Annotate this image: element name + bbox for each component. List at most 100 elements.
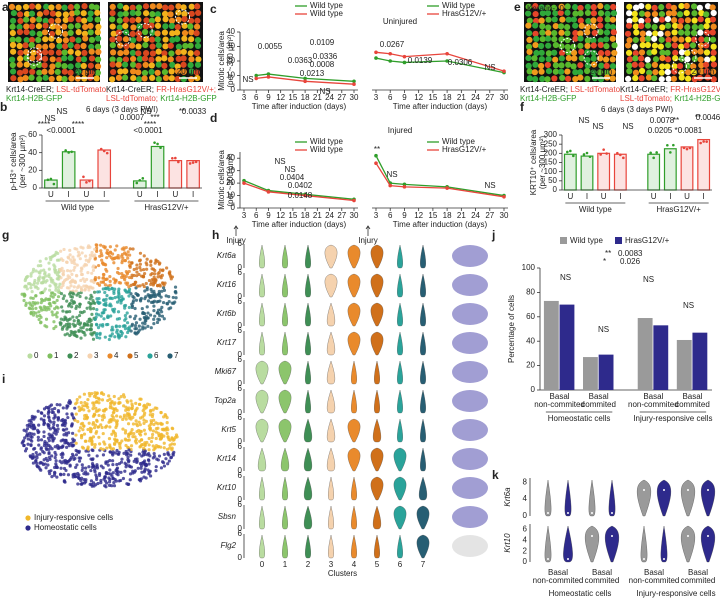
cell-point bbox=[129, 399, 133, 403]
x-tick-label: 18 bbox=[301, 93, 310, 102]
point bbox=[352, 79, 356, 84]
cell bbox=[55, 37, 63, 44]
x-tick-label: 21 bbox=[313, 211, 322, 220]
cell-point bbox=[89, 302, 93, 306]
cell bbox=[175, 9, 182, 16]
bar bbox=[613, 153, 627, 191]
cell bbox=[671, 42, 678, 49]
cell-point bbox=[102, 317, 106, 321]
cell-point bbox=[47, 439, 51, 443]
bar bbox=[580, 155, 594, 191]
median bbox=[611, 535, 613, 537]
cell-point bbox=[107, 287, 111, 292]
cell-point bbox=[165, 301, 169, 306]
cell bbox=[23, 61, 30, 68]
cell-point bbox=[124, 449, 128, 454]
cell bbox=[109, 61, 116, 68]
cell-point bbox=[72, 285, 76, 289]
cell bbox=[597, 41, 604, 49]
cell-point bbox=[73, 247, 77, 251]
cell-point bbox=[38, 452, 42, 456]
cell bbox=[709, 29, 716, 36]
cell-point bbox=[107, 337, 111, 342]
caption-segment: -CreER; bbox=[25, 85, 56, 94]
cell-point bbox=[143, 296, 147, 301]
caption-line: Krt14-CreER; FR-HrasG12V/+; bbox=[620, 85, 720, 94]
cell-point bbox=[146, 324, 150, 328]
cell-point bbox=[70, 272, 74, 277]
cell bbox=[136, 35, 143, 42]
cell-point bbox=[158, 284, 162, 288]
cell-point bbox=[93, 445, 97, 449]
significance: 0.0109 bbox=[310, 38, 335, 47]
cell bbox=[81, 17, 88, 24]
cell bbox=[691, 76, 698, 83]
cell-point bbox=[42, 289, 46, 293]
gene-label: Krt14 bbox=[217, 454, 237, 463]
cell bbox=[644, 41, 652, 49]
y-tick-label: 2 bbox=[523, 546, 528, 555]
cell-point bbox=[111, 453, 115, 457]
cell-point bbox=[161, 461, 166, 465]
cell-point bbox=[147, 462, 151, 466]
legend-label: Wild type bbox=[310, 1, 343, 10]
cell-point bbox=[138, 262, 142, 266]
y-tick-label: 0 bbox=[238, 263, 243, 272]
cell-point bbox=[91, 457, 95, 461]
y-tick-label: 8 bbox=[523, 477, 528, 486]
caption-segment: LSL-tdTomato; bbox=[106, 94, 160, 103]
cell-point bbox=[146, 311, 150, 315]
cell bbox=[709, 16, 717, 23]
cell bbox=[657, 30, 664, 37]
cell-point bbox=[54, 462, 58, 466]
cell bbox=[557, 9, 564, 17]
significance: NS bbox=[643, 275, 654, 284]
cell bbox=[539, 23, 546, 30]
cell bbox=[9, 56, 16, 63]
bar bbox=[676, 339, 692, 390]
caption-segment: Krt14-CreER; bbox=[520, 85, 570, 94]
cell-point bbox=[113, 248, 117, 252]
cell bbox=[162, 43, 169, 50]
cell bbox=[603, 29, 611, 36]
cell-point bbox=[157, 454, 162, 458]
violin bbox=[328, 505, 334, 530]
x-tick-label: 30 bbox=[350, 211, 359, 220]
cell-point bbox=[96, 263, 101, 268]
cell-point bbox=[98, 336, 102, 340]
cell-point bbox=[168, 271, 172, 276]
cell-point bbox=[87, 391, 91, 396]
cell bbox=[43, 3, 50, 10]
cell bbox=[710, 49, 717, 56]
cell-point bbox=[159, 445, 163, 449]
x-tick-label: 12 bbox=[276, 93, 285, 102]
point bbox=[266, 75, 271, 79]
significance: <0.0001 bbox=[46, 126, 76, 135]
cell-point bbox=[156, 308, 161, 312]
violin bbox=[420, 418, 426, 443]
cell-point bbox=[79, 278, 83, 283]
cell bbox=[174, 35, 181, 43]
cell-point bbox=[89, 322, 94, 327]
cell bbox=[552, 68, 559, 75]
cell bbox=[545, 29, 552, 37]
cell bbox=[697, 48, 704, 55]
significance: NS bbox=[242, 75, 253, 84]
cell-point bbox=[101, 261, 105, 265]
cell-point bbox=[113, 279, 118, 283]
cell bbox=[703, 49, 711, 56]
cell-point bbox=[110, 286, 114, 290]
cell-point bbox=[134, 419, 138, 423]
cell-point bbox=[93, 257, 97, 261]
cell bbox=[29, 30, 36, 37]
dot bbox=[685, 147, 689, 151]
cell-point bbox=[44, 446, 48, 450]
violin bbox=[397, 244, 403, 269]
cell-point bbox=[47, 455, 51, 460]
cell bbox=[638, 49, 646, 56]
cell bbox=[633, 29, 640, 36]
cell bbox=[596, 69, 604, 76]
cell-point bbox=[107, 476, 111, 480]
bar bbox=[680, 146, 694, 191]
violin bbox=[397, 534, 403, 559]
